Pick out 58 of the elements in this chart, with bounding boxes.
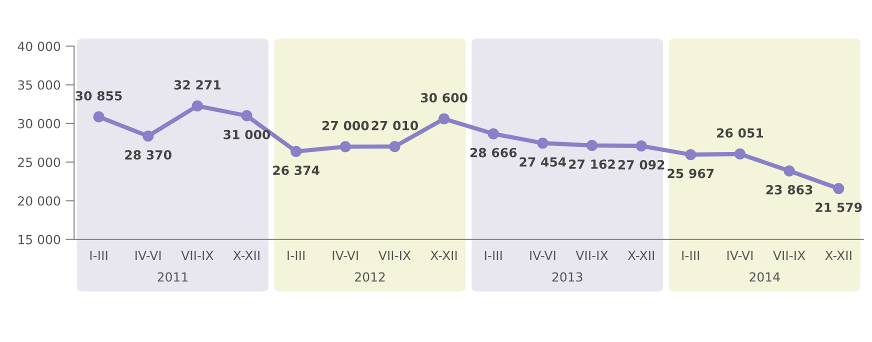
point (488, 128, 499, 140)
data-label: 27 092 (618, 160, 664, 170)
x-tick-label: X-XII (825, 250, 852, 260)
data-label: 27 000 (322, 120, 369, 130)
data-label: 30 855 (76, 91, 122, 101)
x-tick-label: X-XII (430, 250, 457, 260)
x-tick-label: VII-IX (378, 250, 411, 260)
point (192, 100, 203, 112)
point (586, 140, 598, 151)
y-tick-label: 15 000 (18, 234, 60, 244)
x-tick-label: I-III (90, 250, 108, 260)
point (438, 113, 450, 124)
data-label: 32 271 (174, 80, 220, 90)
text: 2014 (750, 272, 780, 282)
point (685, 149, 696, 160)
point (241, 110, 252, 122)
data-label: 23 863 (766, 185, 812, 194)
point (340, 141, 351, 152)
x-tick-label: IV-VI (332, 250, 358, 260)
y-tick-label: 20 000 (18, 196, 60, 206)
y-tick-label: 25 000 (18, 158, 60, 168)
x-tick-label: IV-VI (727, 250, 753, 260)
y-tick-label: 30 000 (18, 118, 60, 128)
data-label: 25 967 (668, 168, 714, 178)
data-label: 30 600 (420, 93, 468, 103)
data-label: 26 374 (273, 166, 320, 176)
y-tick-label: 40 000 (18, 42, 60, 52)
point (93, 111, 104, 122)
data-label: 26 051 (717, 128, 764, 138)
data-label: 27 454 (520, 157, 566, 167)
point (636, 140, 647, 152)
point (389, 141, 400, 152)
data-label: 31 000 (224, 130, 270, 140)
data-label: 27 010 (372, 120, 418, 130)
text: 2013 (552, 272, 582, 282)
data-label: 21 579 (816, 202, 862, 212)
data-label: 28 370 (125, 150, 172, 160)
x-tick-label: I-III (288, 250, 304, 260)
x-tick-label: IV-VI (530, 250, 556, 260)
y-tick-label: 35 000 (18, 80, 60, 90)
x-tick-label: VII-IX (773, 250, 806, 260)
data-label: 28 666 (470, 148, 517, 158)
text: 2012 (355, 272, 385, 282)
x-tick-label: IV-VI (136, 250, 161, 260)
x-tick-label: I-III (484, 250, 502, 260)
point (142, 130, 154, 142)
data-label: 27 162 (569, 160, 615, 169)
point (290, 146, 302, 158)
x-tick-label: X-XII (233, 250, 260, 260)
point (833, 182, 844, 194)
point (537, 138, 548, 149)
text: 2011 (158, 272, 188, 282)
x-tick-label: VII-IX (181, 250, 214, 260)
x-tick-label: VII-IX (576, 250, 608, 260)
point (784, 165, 795, 176)
point (734, 148, 746, 160)
x-tick-label: X-XII (628, 250, 654, 260)
x-tick-label: I-III (682, 250, 700, 260)
